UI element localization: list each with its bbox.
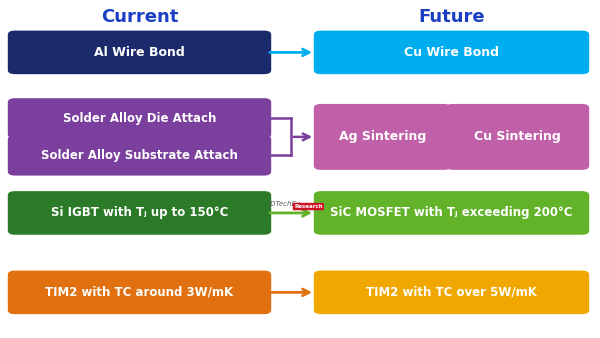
Text: Cu Sintering: Cu Sintering <box>474 130 561 143</box>
Text: Current: Current <box>101 8 178 26</box>
FancyBboxPatch shape <box>446 104 589 170</box>
FancyBboxPatch shape <box>314 31 589 74</box>
Text: Cu Wire Bond: Cu Wire Bond <box>404 46 499 59</box>
Text: Research: Research <box>294 204 323 209</box>
Text: TIM2 with TC over 5W/mK: TIM2 with TC over 5W/mK <box>366 286 537 299</box>
FancyBboxPatch shape <box>8 98 271 139</box>
FancyBboxPatch shape <box>293 203 324 210</box>
Text: Al Wire Bond: Al Wire Bond <box>94 46 185 59</box>
FancyBboxPatch shape <box>314 104 451 170</box>
Text: TIM2 with TC around 3W/mK: TIM2 with TC around 3W/mK <box>46 286 233 299</box>
FancyBboxPatch shape <box>8 135 271 176</box>
FancyBboxPatch shape <box>314 270 589 314</box>
FancyBboxPatch shape <box>314 191 589 235</box>
Text: Future: Future <box>418 8 485 26</box>
Text: Si IGBT with Tⱼ up to 150°C: Si IGBT with Tⱼ up to 150°C <box>51 207 228 219</box>
FancyBboxPatch shape <box>8 270 271 314</box>
FancyBboxPatch shape <box>8 191 271 235</box>
Text: Ag Sintering: Ag Sintering <box>339 130 426 143</box>
Text: IDTechEx: IDTechEx <box>269 201 301 207</box>
FancyBboxPatch shape <box>8 31 271 74</box>
Text: Solder Alloy Die Attach: Solder Alloy Die Attach <box>63 112 216 125</box>
Text: SiC MOSFET with Tⱼ exceeding 200°C: SiC MOSFET with Tⱼ exceeding 200°C <box>330 207 573 219</box>
Text: Solder Alloy Substrate Attach: Solder Alloy Substrate Attach <box>41 149 238 162</box>
